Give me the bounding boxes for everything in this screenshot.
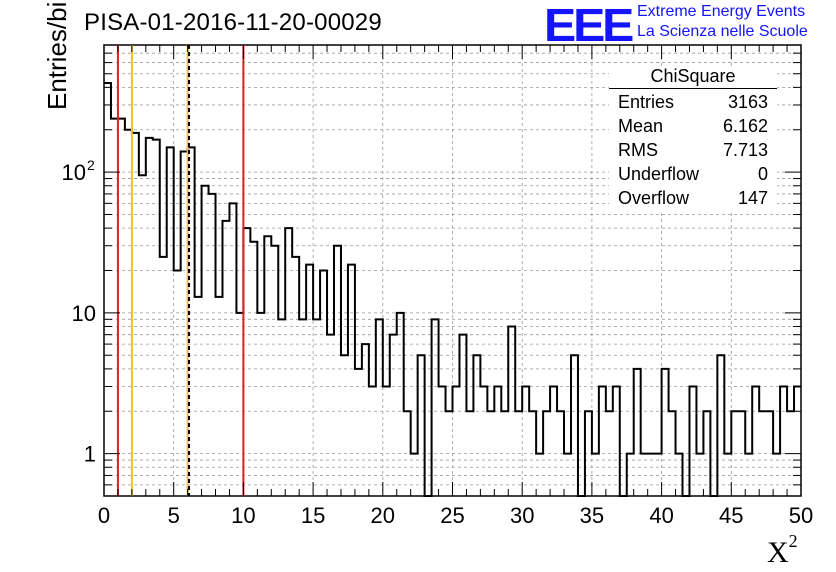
y-axis-label: Entries/bin bbox=[42, 0, 72, 110]
stats-label: RMS bbox=[618, 140, 658, 160]
plot-title: PISA-01-2016-11-20-00029 bbox=[84, 9, 382, 36]
stats-value: 7.713 bbox=[722, 140, 768, 160]
y-tick-label-superscript: 2 bbox=[87, 157, 95, 173]
x-axis-label-text: X bbox=[767, 536, 789, 569]
y-tick-label: 10 bbox=[72, 301, 96, 326]
x-tick-label: 5 bbox=[168, 503, 180, 528]
stats-label: Entries bbox=[618, 92, 675, 112]
x-tick-label: 15 bbox=[301, 503, 325, 528]
stats-value: 147 bbox=[737, 188, 768, 208]
stats-row-mean: Mean 6.162 bbox=[609, 114, 777, 138]
stats-row-overflow: Overflow 147 bbox=[609, 186, 777, 210]
y-tick-label: 1 bbox=[84, 442, 96, 467]
stats-label: Mean bbox=[618, 116, 664, 136]
x-axis-label: X2 bbox=[767, 531, 798, 570]
x-tick-label: 45 bbox=[719, 503, 743, 528]
stats-title: ChiSquare bbox=[609, 66, 777, 89]
stats-box: ChiSquare Entries 3163 Mean 6.162 RMS 7.… bbox=[609, 66, 777, 210]
eee-logo: EEE bbox=[544, 0, 634, 51]
logo-tagline-1: Extreme Energy Events bbox=[637, 3, 806, 20]
x-tick-label: 25 bbox=[440, 503, 464, 528]
x-tick-label: 35 bbox=[580, 503, 604, 528]
x-axis: 0 5 10 15 20 25 30 35 40 45 50 bbox=[98, 45, 813, 528]
stats-row-entries: Entries 3163 bbox=[609, 90, 777, 114]
x-tick-label: 10 bbox=[231, 503, 255, 528]
logo-tagline-2: La Scienza nelle Scuole bbox=[637, 23, 808, 40]
stats-value: 3163 bbox=[727, 92, 768, 112]
stats-row-underflow: Underflow 0 bbox=[609, 162, 777, 186]
y-tick-label: 10 bbox=[62, 160, 86, 185]
x-tick-label: 30 bbox=[510, 503, 534, 528]
stats-label: Overflow bbox=[618, 188, 690, 208]
x-tick-label: 50 bbox=[789, 503, 813, 528]
stats-value: 6.162 bbox=[722, 116, 768, 136]
stats-label: Underflow bbox=[618, 164, 700, 184]
histogram-bins bbox=[104, 81, 801, 497]
stats-value: 0 bbox=[757, 164, 768, 184]
y-axis-label-box: Entries/bin bbox=[6, 0, 72, 280]
reference-lines bbox=[116, 45, 245, 496]
x-axis-label-superscript: 2 bbox=[788, 531, 798, 551]
x-tick-label: 20 bbox=[371, 503, 395, 528]
histogram-series bbox=[104, 81, 801, 497]
stats-row-rms: RMS 7.713 bbox=[609, 138, 777, 162]
x-tick-label: 40 bbox=[649, 503, 673, 528]
x-tick-label: 0 bbox=[98, 503, 110, 528]
